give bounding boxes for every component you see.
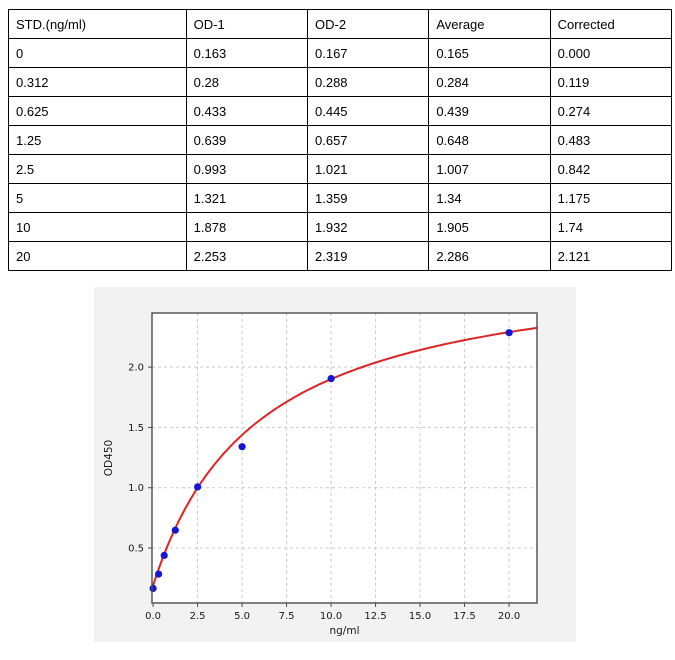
column-header: Average bbox=[428, 9, 551, 39]
table-row: 0.312 0.28 0.288 0.284 0.119 bbox=[8, 67, 673, 97]
table-cell: 0.167 bbox=[306, 38, 430, 68]
table-cell: 1.25 bbox=[8, 125, 187, 155]
table-cell: 0.993 bbox=[185, 154, 309, 184]
table-cell: 0.284 bbox=[428, 67, 551, 97]
table-row: 2.5 0.993 1.021 1.007 0.842 bbox=[8, 154, 673, 184]
fit-curve bbox=[151, 326, 538, 590]
table-cell: 2.253 bbox=[185, 241, 309, 271]
table-header-row: STD.(ng/ml) OD-1 OD-2 Average Corrected bbox=[8, 9, 673, 39]
table-cell: 0.639 bbox=[185, 125, 309, 155]
table-cell: 20 bbox=[8, 241, 187, 271]
table-cell: 0.000 bbox=[549, 38, 673, 68]
table-cell: 0.445 bbox=[306, 96, 430, 126]
table-cell: 0 bbox=[8, 38, 187, 68]
table-cell: 1.905 bbox=[428, 212, 551, 242]
x-tick-label: 17.5 bbox=[453, 611, 475, 622]
x-tick-label: 2.5 bbox=[190, 611, 206, 622]
plot-area bbox=[152, 313, 537, 603]
table-cell: 0.288 bbox=[306, 67, 430, 97]
table-cell: 10 bbox=[8, 212, 187, 242]
table-cell: 5 bbox=[8, 183, 187, 213]
x-tick-label: 7.5 bbox=[279, 611, 295, 622]
table-cell: 2.121 bbox=[549, 241, 673, 271]
data-point bbox=[149, 584, 157, 592]
standard-curve-chart: 0.0 2.5 5.0 7.5 10.0 12.5 15.0 17.5 20.0 0.5 1.0 1.… bbox=[103, 312, 538, 637]
table-cell: 0.483 bbox=[549, 125, 673, 155]
table-cell: 1.74 bbox=[549, 212, 673, 242]
table-cell: 1.007 bbox=[428, 154, 551, 184]
y-tick-label: 1.0 bbox=[128, 483, 144, 494]
x-tick-label: 15.0 bbox=[409, 611, 431, 622]
y-axis-label: OD450 bbox=[103, 440, 115, 476]
table-cell: 0.433 bbox=[185, 96, 309, 126]
table-cell: 0.625 bbox=[8, 96, 187, 126]
table-cell: 0.28 bbox=[185, 67, 309, 97]
table-cell: 0.657 bbox=[306, 125, 430, 155]
table-row: 0 0.163 0.167 0.165 0.000 bbox=[8, 38, 673, 68]
table-cell: 1.321 bbox=[185, 183, 309, 213]
data-point bbox=[155, 570, 163, 578]
data-point bbox=[327, 375, 335, 383]
data-point bbox=[238, 443, 246, 451]
table-cell: 1.34 bbox=[428, 183, 551, 213]
table-cell: 0.163 bbox=[185, 38, 309, 68]
table-cell: 0.648 bbox=[428, 125, 551, 155]
x-tick-label: 12.5 bbox=[364, 611, 386, 622]
table-cell: 1.932 bbox=[306, 212, 430, 242]
table-cell: 0.274 bbox=[549, 96, 673, 126]
x-tick-label: 10.0 bbox=[320, 611, 342, 622]
y-tick-label: 0.5 bbox=[128, 544, 144, 555]
x-axis-label: ng/ml bbox=[329, 625, 359, 637]
plot-frame bbox=[151, 312, 538, 604]
standards-table: STD.(ng/ml) OD-1 OD-2 Average Corrected 0 0.1… bbox=[8, 9, 673, 271]
table-cell: 0.439 bbox=[428, 96, 551, 126]
table-cell: 1.878 bbox=[185, 212, 309, 242]
table-row: 0.625 0.433 0.445 0.439 0.274 bbox=[8, 96, 673, 126]
table-cell: 2.286 bbox=[428, 241, 551, 271]
standard-curve-figure: 0.0 2.5 5.0 7.5 10.0 12.5 15.0 17.5 20.0 0.5 1.0 1.… bbox=[94, 287, 576, 642]
table-row: 1.25 0.639 0.657 0.648 0.483 bbox=[8, 125, 673, 155]
data-point bbox=[194, 483, 202, 491]
x-tick-label: 20.0 bbox=[498, 611, 520, 622]
x-tick-label: 5.0 bbox=[234, 611, 250, 622]
column-header: STD.(ng/ml) bbox=[8, 9, 187, 39]
column-header: OD-1 bbox=[185, 9, 309, 39]
y-tick-label: 2.0 bbox=[128, 363, 144, 374]
column-header: Corrected bbox=[549, 9, 673, 39]
table-cell: 0.842 bbox=[549, 154, 673, 184]
column-header: OD-2 bbox=[306, 9, 430, 39]
table-cell: 1.021 bbox=[306, 154, 430, 184]
data-point bbox=[505, 329, 513, 337]
table-row: 5 1.321 1.359 1.34 1.175 bbox=[8, 183, 673, 213]
table-cell: 2.319 bbox=[306, 241, 430, 271]
table-body: 0 0.163 0.167 0.165 0.000 0.312 0.28 0.288 0.284… bbox=[8, 38, 673, 271]
table-row: 20 2.253 2.319 2.286 2.121 bbox=[8, 241, 673, 271]
x-tick-label: 0.0 bbox=[145, 611, 161, 622]
data-point bbox=[160, 551, 168, 559]
y-tick-label: 1.5 bbox=[128, 423, 144, 434]
table-cell: 0.119 bbox=[549, 67, 673, 97]
table-cell: 1.359 bbox=[306, 183, 430, 213]
table-row: 10 1.878 1.932 1.905 1.74 bbox=[8, 212, 673, 242]
table-cell: 2.5 bbox=[8, 154, 187, 184]
table-cell: 0.165 bbox=[428, 38, 551, 68]
data-point bbox=[171, 526, 179, 534]
table-cell: 1.175 bbox=[549, 183, 673, 213]
table-cell: 0.312 bbox=[8, 67, 187, 97]
